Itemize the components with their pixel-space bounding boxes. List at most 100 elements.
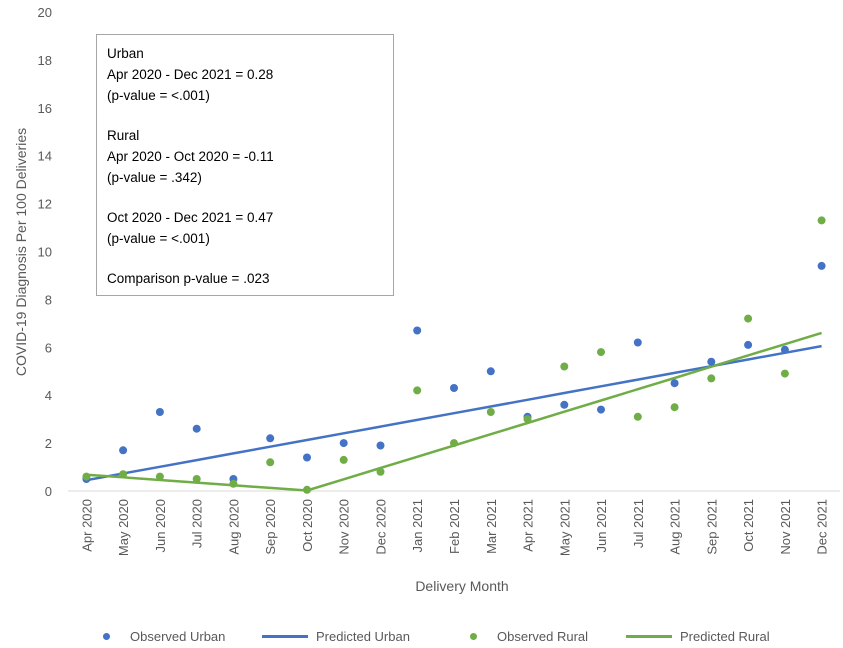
x-tick-label: Aug 2021 — [668, 499, 683, 555]
rural-p-value-2: (p-value = <.001) — [107, 231, 210, 246]
observed-rural-point — [82, 472, 91, 481]
observed-urban-point — [266, 434, 275, 443]
y-axis-label: COVID-19 Diagnosis Per 100 Deliveries — [13, 127, 29, 377]
x-tick-label: Jun 2021 — [594, 499, 609, 553]
legend-item-predicted-rural: Predicted Rural — [626, 626, 770, 646]
observed-rural-point — [560, 362, 569, 371]
observed-rural-point — [633, 412, 642, 421]
y-axis-ticks: 0 2 4 6 8 10 12 14 16 18 20 — [38, 5, 52, 499]
observed-rural-point — [523, 415, 532, 424]
legend-label-predicted-rural: Predicted Rural — [680, 628, 770, 644]
x-tick-label: Jul 2020 — [190, 499, 205, 548]
observed-urban-point — [597, 405, 605, 414]
x-tick-label: Oct 2021 — [741, 499, 756, 552]
x-tick-label: Dec 2020 — [373, 499, 388, 555]
observed-urban-point — [413, 326, 422, 335]
rural-slope-1: Apr 2020 - Oct 2020 = -0.11 — [107, 149, 274, 164]
observed-urban-point — [192, 424, 201, 433]
legend-label-observed-urban: Observed Urban — [130, 628, 226, 644]
x-tick-label: Dec 2021 — [815, 499, 830, 555]
x-tick-label: Jun 2020 — [153, 499, 168, 553]
x-axis-label: Delivery Month — [415, 578, 509, 594]
observed-urban-point — [486, 367, 495, 376]
legend-label-predicted-urban: Predicted Urban — [316, 628, 410, 644]
y-tick-label: 2 — [45, 436, 52, 451]
x-tick-label: Oct 2020 — [300, 499, 315, 552]
trend-lines — [86, 331, 822, 492]
rural-p-value-1: (p-value = .342) — [107, 170, 202, 185]
y-tick-label: 0 — [45, 484, 52, 499]
x-tick-label: Apr 2020 — [79, 499, 94, 552]
observed-rural-point — [413, 386, 422, 395]
observed-rural-point — [155, 472, 164, 481]
observed-urban-point — [780, 345, 789, 354]
y-tick-label: 4 — [45, 388, 52, 403]
urban-title: Urban — [107, 46, 144, 61]
observed-rural-point — [376, 467, 385, 476]
urban-p-value: (p-value = <.001) — [107, 88, 210, 103]
y-tick-label: 14 — [38, 149, 52, 164]
rural-slope-2: Oct 2020 - Dec 2021 = 0.47 — [107, 210, 274, 225]
legend-label-observed-rural: Observed Rural — [497, 628, 589, 644]
observed-urban-point — [670, 379, 679, 388]
x-tick-label: Jul 2021 — [631, 499, 646, 548]
observed-rural-point — [670, 403, 679, 412]
predicted-rural-line — [86, 331, 822, 492]
x-tick-label: Jan 2021 — [410, 499, 425, 553]
legend-item-observed-urban: Observed Urban — [103, 626, 225, 646]
legend-marker-predicted-urban — [262, 634, 308, 638]
observed-rural-point — [192, 475, 201, 483]
observed-rural-point — [266, 458, 275, 467]
observed-urban-point — [376, 441, 385, 450]
observed-urban-point — [339, 439, 348, 448]
y-tick-label: 10 — [38, 245, 52, 260]
predicted-urban-line — [86, 344, 822, 482]
legend-item-observed-rural: Observed Rural — [470, 626, 588, 646]
y-tick-label: 18 — [38, 53, 52, 68]
observed-urban-point — [303, 453, 311, 462]
y-tick-label: 16 — [38, 101, 52, 116]
legend-marker-predicted-rural — [626, 634, 672, 638]
x-tick-label: Nov 2020 — [337, 499, 352, 555]
observed-rural-point — [450, 439, 458, 448]
observed-urban-point — [744, 340, 753, 349]
observed-urban-point — [560, 400, 569, 409]
statistics-annotation-box: Urban Apr 2020 - Dec 2021 = 0.28 (p-valu… — [96, 34, 394, 296]
observed-rural-point — [339, 455, 348, 464]
x-tick-label: Apr 2021 — [521, 499, 536, 552]
x-tick-label: Feb 2021 — [447, 499, 462, 554]
observed-rural-point — [486, 408, 495, 416]
x-tick-label: Sep 2021 — [704, 499, 719, 555]
observed-urban-point — [450, 384, 458, 392]
observed-rural-point — [597, 348, 605, 357]
observed-rural-point — [229, 479, 238, 488]
comparison-p-value: Comparison p-value = .023 — [107, 271, 270, 286]
observed-rural-point — [780, 369, 789, 378]
observed-rural-point — [707, 374, 716, 383]
x-tick-label: Aug 2020 — [226, 499, 241, 555]
legend-item-predicted-urban: Predicted Urban — [262, 626, 410, 646]
y-tick-label: 12 — [38, 197, 52, 212]
x-tick-label: Nov 2021 — [778, 499, 793, 555]
observed-urban-point — [119, 446, 128, 455]
observed-rural-point — [744, 314, 753, 323]
x-tick-label: Sep 2020 — [263, 499, 278, 555]
y-tick-label: 20 — [38, 5, 52, 20]
observed-urban-point — [817, 261, 826, 270]
urban-slope: Apr 2020 - Dec 2021 = 0.28 — [107, 67, 274, 82]
observed-urban-point — [633, 338, 642, 347]
x-axis-ticks: Apr 2020 May 2020 Jun 2020 Jul 2020 Aug 2020… — [79, 499, 829, 556]
legend-marker-observed-rural — [470, 632, 477, 640]
data-points — [82, 216, 826, 494]
observed-urban-point — [155, 408, 164, 416]
x-tick-label: Mar 2021 — [484, 499, 499, 554]
observed-rural-point — [303, 485, 311, 494]
x-tick-label: May 2020 — [116, 499, 131, 556]
legend: Observed Urban Predicted Urban Observed … — [0, 626, 843, 646]
observed-rural-point — [817, 216, 826, 225]
observed-urban-point — [707, 357, 716, 366]
x-tick-label: May 2021 — [557, 499, 572, 556]
observed-rural-point — [119, 470, 128, 479]
y-tick-label: 8 — [45, 292, 52, 307]
